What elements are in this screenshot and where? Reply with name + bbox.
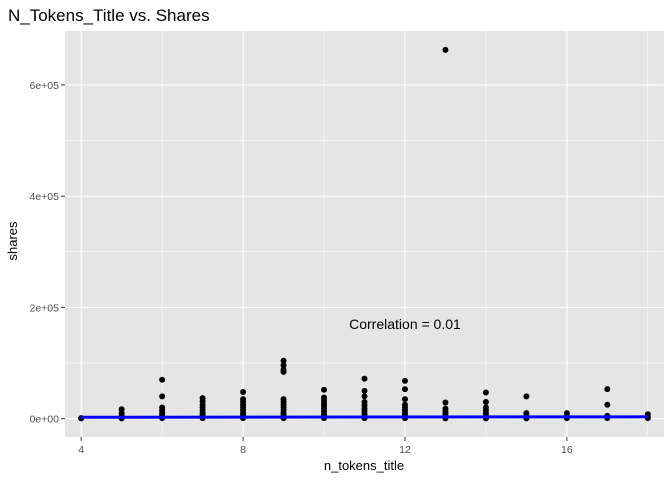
y-axis-ticks: 0e+00 2e+05 4e+05 6e+05 [30, 80, 65, 426]
data-point [482, 389, 489, 396]
data-point [361, 393, 368, 400]
data-point [280, 362, 287, 369]
data-point [280, 357, 287, 364]
x-tick-label: 4 [78, 444, 84, 456]
data-point [240, 388, 247, 395]
data-point [523, 393, 530, 400]
data-point [401, 377, 408, 384]
x-tick-label: 8 [240, 444, 246, 456]
data-point [321, 386, 328, 393]
data-point [159, 376, 166, 383]
y-tick-label: 2e+05 [30, 302, 60, 314]
data-point [604, 386, 611, 393]
data-point [442, 46, 449, 53]
y-tick-label: 0e+00 [30, 414, 60, 426]
data-point [159, 393, 166, 400]
y-tick-label: 4e+05 [30, 191, 60, 203]
x-tick-label: 12 [399, 444, 411, 456]
data-point [401, 386, 408, 393]
chart-title: N_Tokens_Title vs. Shares [8, 6, 210, 25]
minor-gridlines [65, 31, 664, 437]
data-point [361, 387, 368, 394]
y-axis-title: shares [5, 221, 20, 261]
x-axis-title: n_tokens_title [324, 458, 404, 473]
y-tick-label: 6e+05 [30, 80, 60, 92]
data-point [280, 368, 287, 375]
correlation-annotation: Correlation = 0.01 [349, 316, 461, 332]
x-tick-label: 16 [561, 444, 573, 456]
data-point [482, 398, 489, 405]
data-point [401, 396, 408, 403]
data-point [604, 401, 611, 408]
data-point [442, 399, 449, 406]
plot-panel [65, 31, 664, 437]
x-axis-ticks: 4 8 12 16 [78, 437, 573, 456]
data-point [361, 375, 368, 382]
